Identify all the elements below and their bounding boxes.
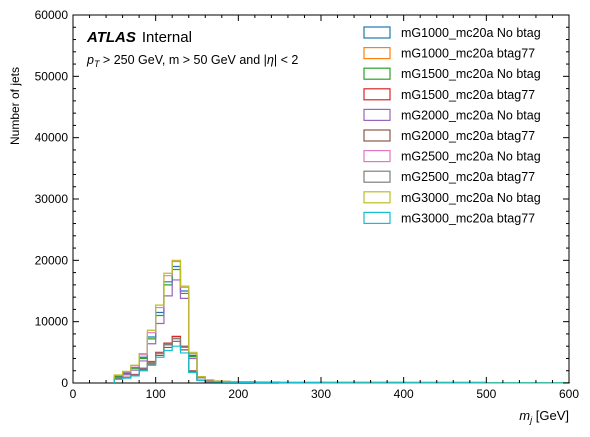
- tick-layer: 0 100 200 300 400 500 600 0 10000 20000 30000 40000…: [35, 8, 580, 401]
- x-tick-label: 500: [476, 387, 496, 401]
- y-tick-label: 20000: [35, 253, 69, 267]
- series-line-9: [113, 345, 570, 384]
- legend-swatch-4: [363, 108, 391, 122]
- x-tick-label: 100: [146, 387, 166, 401]
- y-axis-label: Number of jets: [8, 67, 22, 145]
- series-layer: [113, 259, 570, 384]
- internal-text: Internal: [142, 29, 192, 46]
- x-axis-label-m: m: [519, 408, 530, 423]
- cut-rest-1: > 250 GeV, m > 50 GeV and |: [99, 53, 266, 67]
- cut-p: p: [86, 53, 94, 67]
- x-tick-label: 600: [559, 387, 579, 401]
- legend-entry-1: mG1000_mc20a btag77: [401, 47, 535, 61]
- x-axis-label-unit: [GeV]: [532, 408, 569, 423]
- cut-sub: T: [94, 59, 101, 69]
- legend-swatch-0: [363, 26, 391, 39]
- cut-eta: η: [267, 53, 274, 67]
- legend-swatch-9: [363, 211, 391, 224]
- legend-swatch-6: [363, 150, 391, 163]
- atlas-text: ATLAS: [86, 29, 136, 46]
- y-tick-label: 0: [61, 376, 68, 390]
- legend-entry-7: mG2500_mc20a btag77: [401, 170, 535, 184]
- series-line-6: [113, 260, 570, 384]
- y-tick-label: 50000: [35, 69, 69, 83]
- legend-entry-4: mG2000_mc20a No btag: [401, 108, 541, 122]
- legend-swatch-3: [363, 88, 391, 101]
- legend: mG1000_mc20a No btag mG1000_mc20a btag77 m…: [363, 26, 541, 225]
- x-tick-label: 0: [70, 387, 77, 401]
- legend-entry-2: mG1500_mc20a No btag: [401, 67, 541, 81]
- x-tick-label: 200: [228, 387, 248, 401]
- x-axis-label-sub: j: [529, 415, 533, 425]
- legend-entry-5: mG2000_mc20a btag77: [401, 129, 535, 143]
- legend-swatch-5: [363, 129, 391, 142]
- legend-entry-0: mG1000_mc20a No btag: [401, 26, 541, 40]
- y-tick-label: 10000: [35, 315, 69, 329]
- series-line-1: [113, 338, 570, 384]
- y-tick-label: 60000: [35, 8, 69, 22]
- legend-swatch-7: [363, 170, 391, 183]
- legend-swatch-2: [363, 67, 391, 80]
- atlas-label: ATLAS Internal: [86, 29, 192, 46]
- y-tick-label: 40000: [35, 131, 69, 145]
- legend-entry-9: mG3000_mc20a btag77: [401, 211, 535, 225]
- legend-entry-6: mG2500_mc20a No btag: [401, 150, 541, 164]
- x-tick-label: 300: [311, 387, 331, 401]
- legend-swatch-8: [363, 191, 391, 204]
- cut-rest-2: | < 2: [274, 53, 298, 67]
- series-line-0: [113, 265, 570, 384]
- legend-swatch-1: [363, 46, 391, 60]
- series-line-3: [113, 335, 570, 384]
- series-line-8: [113, 259, 570, 384]
- legend-entry-3: mG1500_mc20a btag77: [401, 88, 535, 102]
- cut-annotation: pT > 250 GeV, m > 50 GeV and |η| < 2: [86, 53, 298, 69]
- legend-entry-8: mG3000_mc20a No btag: [401, 191, 541, 205]
- series-line-4: [113, 279, 570, 384]
- series-line-7: [113, 337, 570, 384]
- x-tick-label: 400: [394, 387, 414, 401]
- y-tick-label: 30000: [35, 192, 69, 206]
- x-axis-label: mj [GeV]: [519, 408, 569, 425]
